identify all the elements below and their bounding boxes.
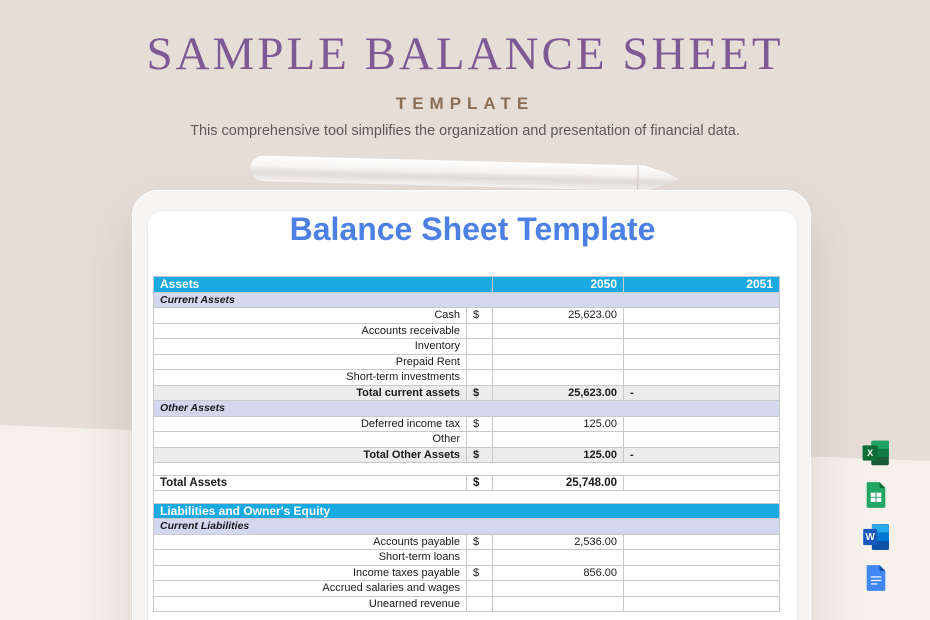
svg-text:X: X (867, 448, 874, 458)
svg-text:W: W (865, 532, 875, 543)
